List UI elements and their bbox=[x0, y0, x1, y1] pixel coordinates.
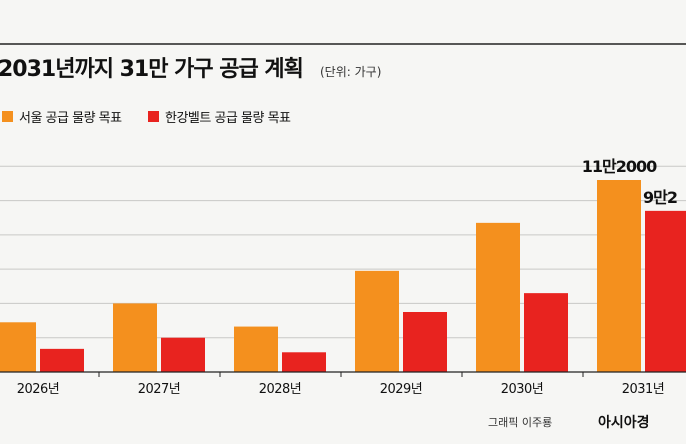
bar-seoul-0 bbox=[0, 322, 36, 372]
chart-title: 2031년까지 31만 가구 공급 계획 bbox=[0, 57, 303, 82]
bar-seoul-2 bbox=[234, 326, 278, 372]
unit-note: (단위: 가구) bbox=[320, 65, 381, 79]
bar-hangang-5 bbox=[645, 210, 686, 372]
bar-seoul-4 bbox=[476, 222, 520, 372]
x-tick-label: 2030년 bbox=[501, 382, 544, 397]
bar-hangang-4 bbox=[524, 293, 568, 372]
x-tick-label: 2027년 bbox=[138, 382, 181, 397]
x-tick-label: 2026년 bbox=[17, 382, 60, 397]
x-tick-label: 2028년 bbox=[259, 382, 302, 397]
x-tick-label: 2029년 bbox=[380, 382, 423, 397]
x-ticks: 2026년 2027년 2028년 2029년 2030년 2031년 bbox=[17, 372, 665, 397]
gridlines bbox=[0, 165, 686, 339]
bar-hangang-2 bbox=[282, 352, 326, 372]
legend-swatch-hangang bbox=[148, 111, 159, 122]
brand-logo: 아시아경 bbox=[598, 414, 650, 431]
bars bbox=[0, 180, 686, 372]
credit-text: 그래픽 이주룡 bbox=[488, 416, 552, 429]
x-tick-label: 2031년 bbox=[622, 382, 665, 397]
bar-seoul-3 bbox=[355, 270, 399, 372]
bar-hangang-1 bbox=[161, 337, 205, 372]
bar-hangang-0 bbox=[40, 348, 84, 372]
bar-hangang-3 bbox=[403, 312, 447, 372]
legend-swatch-seoul bbox=[2, 111, 13, 122]
legend-label-hangang: 한강벨트 공급 물량 목표 bbox=[165, 111, 291, 126]
bar-seoul-1 bbox=[113, 303, 157, 372]
data-label-0: 11만2000 bbox=[582, 157, 657, 176]
legend-label-seoul: 서울 공급 물량 목표 bbox=[19, 111, 122, 126]
bar-seoul-5 bbox=[597, 180, 641, 372]
data-label-1: 9만2 bbox=[643, 188, 677, 207]
data-labels: 11만2000 9만2 bbox=[582, 157, 678, 207]
legend-box bbox=[0, 100, 360, 130]
